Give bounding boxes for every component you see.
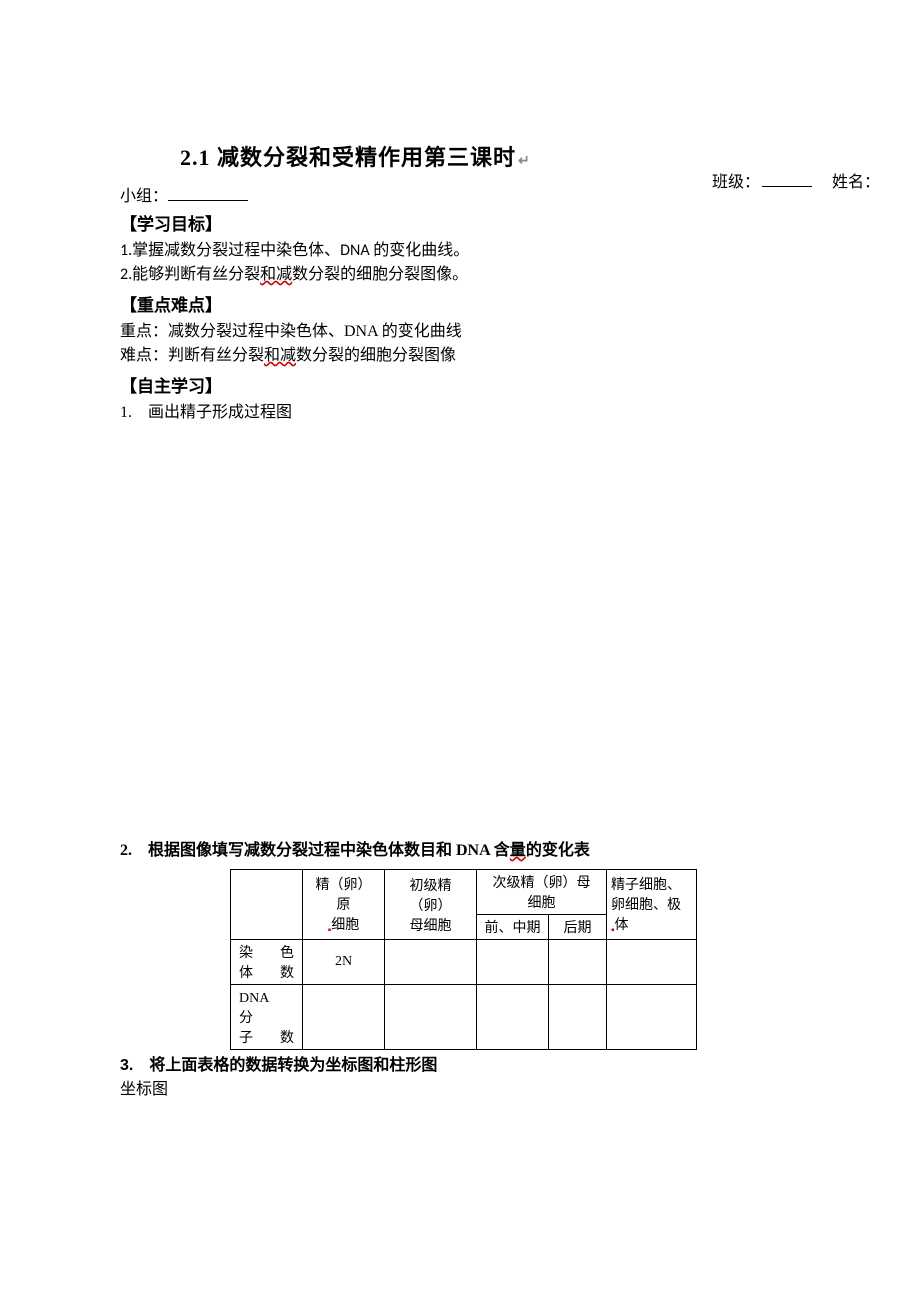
item3-prefix: 3. — [120, 1057, 133, 1074]
return-mark: ↵ — [518, 154, 531, 169]
row1-cell5[interactable] — [607, 940, 697, 985]
c4-line1: 精子细胞、 — [611, 878, 681, 893]
objective-2: 2.能够判断有丝分裂和减数分裂的细胞分裂图像。 — [120, 263, 800, 287]
row1-cell2[interactable] — [385, 940, 477, 985]
row1-cell1[interactable]: 2N — [303, 940, 385, 985]
item3-text: 将上面表格的数据转换为坐标图和柱形图 — [133, 1057, 437, 1074]
col-header-4: 精子细胞、 卵细胞、极 ▪体 — [607, 870, 697, 940]
selfstudy-header: 【自主学习】 — [120, 372, 800, 397]
c2-line2: 母细胞 — [410, 919, 452, 934]
keypoint-1: 重点：减数分裂过程中染色体、DNA 的变化曲线 — [120, 320, 800, 344]
col-header-1: 精（卵）原 ▪细胞 — [303, 870, 385, 940]
name-label: 姓名： — [832, 168, 880, 192]
c3-line1: 次级精（卵）母 — [493, 876, 591, 891]
c1-line2: 细胞 — [331, 918, 359, 933]
c4-line3: 体 — [615, 918, 629, 933]
row2-cell3[interactable] — [477, 985, 549, 1050]
row2-cell1[interactable] — [303, 985, 385, 1050]
table-row-1: 染 色体数 2N — [231, 940, 697, 985]
selfstudy-item-1: 1. 画出精子形成过程图 — [120, 401, 800, 425]
meiosis-table: 精（卵）原 ▪细胞 初级精（卵） 母细胞 次级精（卵）母 细胞 精子细胞、 卵细… — [230, 869, 800, 1050]
class-blank[interactable] — [762, 169, 812, 187]
row2-label: DNA 分子数 — [231, 985, 303, 1050]
header-blank — [231, 870, 303, 940]
wavy-text-3: 量 — [510, 842, 526, 859]
row2-cell4[interactable] — [549, 985, 607, 1050]
name-field: 姓名： — [832, 168, 880, 192]
keypoints-header: 【重点难点】 — [120, 291, 800, 316]
objective-1: 1.掌握减数分裂过程中染色体、DNA 的变化曲线。 — [120, 239, 800, 263]
selfstudy-item-3-sub: 坐标图 — [120, 1078, 800, 1102]
page-title: 2.1 减数分裂和受精作用第三课时↵ — [180, 140, 531, 172]
wavy-text-2: 和减 — [264, 347, 296, 364]
class-label: 班级： — [712, 168, 760, 192]
r1lb: 色 — [280, 946, 294, 961]
row1-cell4[interactable] — [549, 940, 607, 985]
wavy-text-1: 和减 — [260, 265, 292, 284]
selfstudy-item-3: 3. 将上面表格的数据转换为坐标图和柱形图 — [120, 1054, 800, 1078]
class-field: 班级： — [712, 168, 812, 192]
row2-cell5[interactable] — [607, 985, 697, 1050]
table-row-2: DNA 分子数 — [231, 985, 697, 1050]
table-header-row-1: 精（卵）原 ▪细胞 初级精（卵） 母细胞 次级精（卵）母 细胞 精子细胞、 卵细… — [231, 870, 697, 915]
header-fields: 班级： 姓名： — [692, 168, 880, 192]
selfstudy-item-2: 2. 根据图像填写减数分裂过程中染色体数目和 DNA 含量的变化表 — [120, 839, 800, 863]
keypoint-2: 难点：判断有丝分裂和减数分裂的细胞分裂图像 — [120, 344, 800, 368]
row1-cell3[interactable] — [477, 940, 549, 985]
r2l2: 子数 — [239, 1031, 294, 1046]
col-header-2: 初级精（卵） 母细胞 — [385, 870, 477, 940]
objectives-header: 【学习目标】 — [120, 210, 800, 235]
col-header-3a: 前、中期 — [477, 915, 549, 940]
col-header-3-top: 次级精（卵）母 细胞 — [477, 870, 607, 915]
c1-line1: 精（卵）原 — [316, 878, 372, 913]
r2lb: 分 — [239, 1011, 253, 1026]
r2la: DNA — [239, 991, 269, 1006]
c4-line2: 卵细胞、极 — [611, 898, 681, 913]
row2-cell2[interactable] — [385, 985, 477, 1050]
col-header-3b: 后期 — [549, 915, 607, 940]
row1-label: 染 色体数 — [231, 940, 303, 985]
c3-line2: 细胞 — [528, 896, 556, 911]
r1la: 染 — [239, 946, 260, 961]
c2-line1: 初级精（卵） — [410, 879, 452, 914]
r1l2: 体数 — [239, 966, 294, 981]
title-text: 2.1 减数分裂和受精作用第三课时 — [180, 145, 516, 170]
group-label: 小组： — [120, 188, 168, 205]
drawing-area-1 — [120, 425, 800, 835]
group-blank[interactable] — [168, 183, 248, 201]
